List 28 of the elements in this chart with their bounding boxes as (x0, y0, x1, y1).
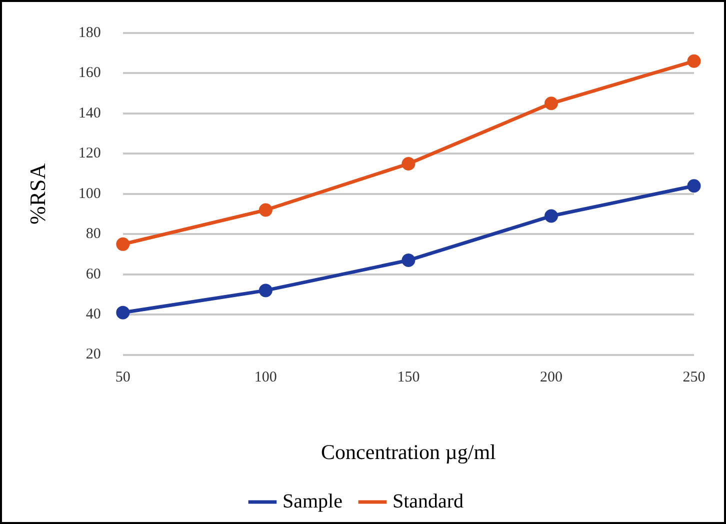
y-tick-label: 40 (86, 306, 101, 323)
y-tick-label: 60 (86, 266, 101, 282)
x-tick-label: 50 (115, 370, 130, 386)
x-tick-label: 250 (682, 370, 706, 386)
x-tick-label: 150 (397, 370, 420, 386)
point (687, 179, 701, 193)
point (258, 284, 272, 298)
y-tick-label: 100 (78, 186, 101, 202)
y-tick-label: 160 (78, 65, 101, 82)
point (544, 209, 558, 223)
point (687, 54, 701, 68)
legend-label: Standard (392, 490, 464, 512)
x-tick-label: 200 (540, 370, 562, 386)
point (116, 237, 130, 251)
point (402, 156, 416, 170)
point (544, 96, 558, 110)
point (258, 203, 272, 217)
y-tick-label: 80 (86, 226, 101, 242)
y-tick-label: 20 (86, 346, 101, 363)
y-tick-label: 140 (78, 105, 101, 122)
point (116, 306, 130, 320)
y-tick-label: 180 (78, 24, 101, 41)
legend-label: Sample (282, 490, 343, 512)
x-tick-label: 100 (254, 370, 277, 386)
x-axis-title: Concentration µg/ml (321, 440, 496, 464)
point (402, 254, 416, 268)
y-axis-title: %RSA (24, 163, 50, 224)
y-tick-label: 120 (78, 146, 101, 162)
